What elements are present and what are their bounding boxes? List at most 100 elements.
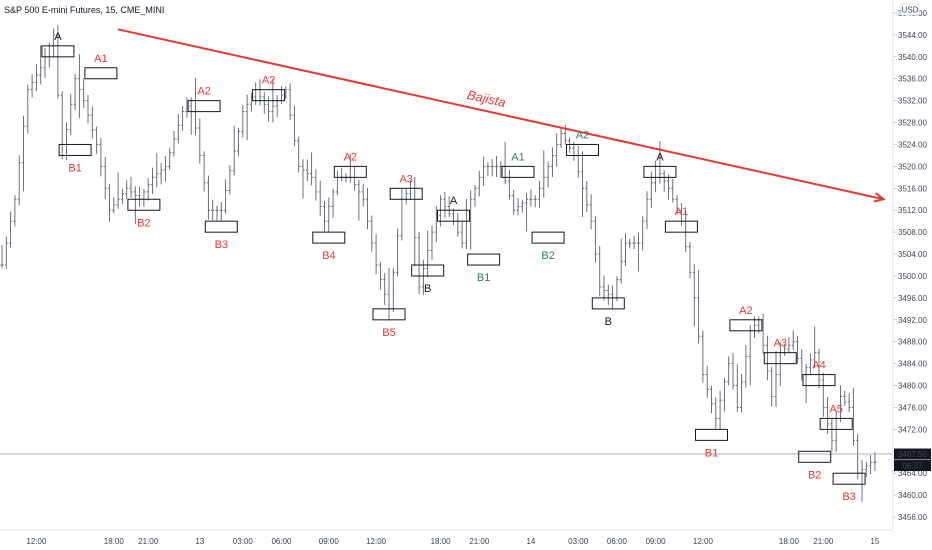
ohlc-bar [714, 397, 718, 429]
ohlc-bar [9, 211, 13, 248]
ohlc-bar [589, 194, 593, 230]
ohlc-bar [232, 125, 236, 176]
price-axis-panel[interactable] [893, 0, 932, 530]
wave-annotation: A2 [187, 86, 221, 113]
ohlc-bar [675, 195, 679, 215]
ohlc-bar [520, 199, 524, 213]
annotation-box [531, 231, 565, 244]
ohlc-bar [873, 451, 877, 471]
wave-annotation: A [437, 195, 470, 222]
annotation-label: A [54, 31, 62, 43]
price-tick-label: 3544.00 [898, 31, 927, 40]
ohlc-bar [22, 115, 25, 192]
ohlc-bar [90, 106, 94, 139]
ohlc-bar [163, 155, 167, 182]
annotation-box [798, 450, 832, 463]
price-tick-label: 3524.00 [898, 140, 927, 149]
ohlc-bar [722, 377, 726, 412]
ohlc-bar [796, 336, 799, 364]
wave-annotation: A2 [333, 151, 367, 178]
annotation-box [41, 45, 75, 58]
ohlc-bar [460, 220, 464, 249]
ohlc-bar [17, 155, 21, 206]
wave-annotation: B2 [127, 198, 161, 229]
price-tick-label: 3484.00 [898, 360, 927, 369]
ohlc-bar [667, 174, 670, 200]
wave-annotation: A4 [802, 360, 836, 387]
ohlc-bar [585, 181, 589, 213]
time-tick-label: 15 [870, 537, 879, 546]
ohlc-bar [176, 114, 180, 144]
annotation-label: B1 [705, 447, 718, 459]
ohlc-bar [56, 25, 60, 99]
wave-annotation: A1 [501, 151, 535, 178]
annotation-box [187, 100, 221, 113]
price-tick-label: 3536.00 [898, 75, 927, 84]
annotation-label: B4 [322, 250, 335, 262]
price-tick-label: 3516.00 [898, 184, 927, 193]
ohlc-bar [82, 78, 86, 108]
ohlc-bar [847, 393, 851, 413]
ohlc-bar [396, 228, 400, 277]
ohlc-bar [327, 197, 331, 232]
ohlc-bar [550, 147, 554, 178]
wave-annotation: B [411, 264, 445, 295]
annotation-label: B [424, 283, 431, 295]
ohlc-bar [512, 189, 516, 215]
ohlc-bar [198, 118, 202, 164]
ohlc-bar [310, 152, 314, 186]
ohlc-bar [73, 73, 77, 111]
countdown-value: 06:37 [902, 462, 923, 471]
ohlc-bar [206, 175, 210, 220]
annotation-box [763, 352, 797, 365]
ohlc-bar [129, 177, 133, 198]
annotation-box [411, 264, 445, 277]
price-tick-label: 3512.00 [898, 206, 927, 215]
ohlc-bar [426, 230, 430, 278]
ohlc-bar [99, 137, 103, 177]
ohlc-bar [486, 162, 490, 176]
price-tick-label: 3532.00 [898, 97, 927, 106]
annotation-box [437, 209, 470, 222]
ohlc-bar [624, 233, 627, 266]
ohlc-bar [735, 364, 739, 413]
ohlc-bar [77, 54, 81, 119]
ohlc-bar [292, 105, 296, 147]
annotation-box [389, 187, 423, 200]
annotation-box [695, 428, 728, 441]
ohlc-bar [211, 199, 215, 221]
price-tick-label: 3476.00 [898, 403, 927, 412]
ohlc-bar [482, 156, 486, 187]
price-tick-label: 3520.00 [898, 162, 927, 171]
ohlc-bar [383, 273, 387, 305]
ohlc-bar [314, 169, 318, 201]
annotation-label: A1 [511, 151, 524, 163]
ohlc-bar [555, 133, 559, 167]
ohlc-bar [323, 200, 326, 232]
annotation-label: A1 [94, 53, 107, 65]
annotation-label: A4 [812, 360, 825, 372]
trendline [117, 28, 884, 201]
ohlc-bar [516, 197, 520, 216]
ohlc-bar [662, 170, 666, 192]
ohlc-bar [447, 196, 451, 218]
time-tick-label: 21:00 [138, 537, 159, 546]
time-axis-panel[interactable] [0, 530, 932, 550]
last-price-value: 3467.50 [898, 450, 927, 459]
annotation-label: B2 [137, 217, 150, 229]
last-price-badge [894, 448, 931, 460]
wave-annotation: A2 [566, 129, 599, 156]
ohlc-bar [744, 345, 748, 388]
currency-box[interactable] [900, 3, 920, 16]
time-axis-ticks: 12:00 18:00 21:00 13 03:00 06:00 09:00 12:00 18:… [26, 537, 880, 546]
ohlc-bar [507, 169, 511, 200]
annotation-label: A2 [739, 305, 752, 317]
annotation-label: B1 [68, 162, 81, 174]
ohlc-bar [473, 185, 477, 207]
price-tick-label: 3528.00 [898, 119, 927, 128]
symbol-title: S&P 500 E-mini Futures, 15, CME_MINI [4, 5, 164, 15]
ohlc-bar [215, 205, 219, 221]
annotation-box [372, 308, 406, 321]
